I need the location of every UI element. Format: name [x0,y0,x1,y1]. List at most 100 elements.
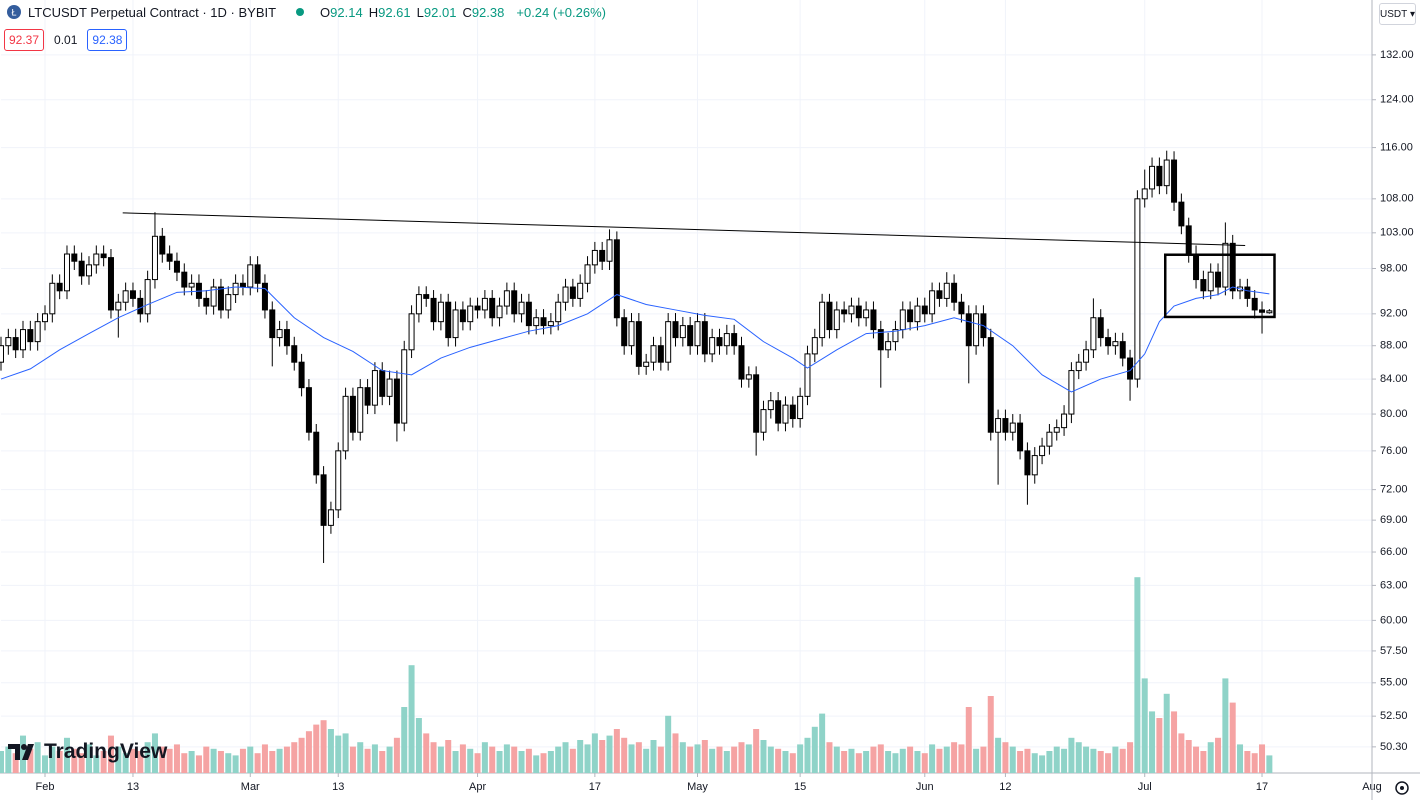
volume-bar [562,742,569,773]
candle-body [562,286,569,303]
x-tick-label: Jul [1138,781,1152,793]
y-tick-label: 132.00 [1380,49,1414,61]
volume-bar [797,744,804,773]
candle-body [1251,297,1258,311]
symbol-icon: Ł [7,5,21,19]
volume-bar [276,748,283,773]
ohlc-label: L [416,4,424,20]
candle-body [437,301,444,323]
y-tick-label: 84.00 [1380,373,1408,385]
volume-bar [643,748,650,773]
candle-body [379,370,386,397]
volume-bar [701,740,708,773]
y-tick-label: 108.00 [1380,193,1414,205]
volume-bar [1031,753,1038,773]
volume-bar [1259,744,1266,773]
volume-bar [313,724,320,773]
candle-body [217,286,224,311]
ohlc-label: H [368,4,379,20]
volume-bar [188,751,195,773]
candle-body [958,301,965,315]
volume-bar [115,746,122,773]
volume-bar [34,742,41,773]
volume-bar [474,753,481,773]
candle-body [533,317,540,327]
candle-body [386,378,393,397]
candle-body [1046,431,1053,447]
volume-bar [181,753,188,773]
volume-bar [1061,748,1068,773]
volume-bar [841,751,848,773]
y-tick-label: 76.00 [1380,445,1408,457]
candle-body [496,305,503,319]
candle-body [393,378,400,424]
candle-body [137,297,144,315]
candle-body [445,301,452,339]
volume-bar [745,744,752,773]
volume-bar [27,748,34,773]
brand-icon [8,744,34,760]
volume-bar [665,715,672,773]
candle-body [115,301,122,311]
candle-body [41,313,48,323]
candle-body [1259,309,1266,313]
ohlc-value: 92.14 [330,4,363,20]
volume-bar [371,744,378,773]
ask-price[interactable]: 92.38 [87,29,128,51]
candle-body [0,345,4,363]
candle-body [731,333,738,347]
candle-body [577,282,584,299]
candle-body [782,404,789,424]
volume-bar [767,746,774,773]
volume-bar [1141,678,1148,773]
candle-body [27,329,34,343]
volume-bar [635,742,642,773]
bid-price[interactable]: 92.37 [4,29,45,51]
volume-bar [151,733,158,773]
candle-body [613,239,620,319]
candle-body [1200,279,1207,292]
price-boxes: 92.37 0.01 92.38 [4,29,128,51]
x-tick-label: 12 [999,781,1011,793]
candle-body [481,297,488,311]
volume-bar [1039,755,1046,773]
volume-bar [291,742,298,773]
volume-bar [430,742,437,773]
volume-bar [1251,753,1258,773]
volume-bar [437,746,444,773]
candle-body [401,349,408,424]
volume-bar [892,753,899,773]
volume-bar [855,753,862,773]
volume-bar [599,740,606,773]
symbol-title[interactable]: LTCUSDT Perpetual Contract · 1D · BYBIT [28,4,277,20]
legend-header: Ł LTCUSDT Perpetual Contract · 1D · BYBI… [6,4,612,20]
x-tick-label: 15 [794,781,806,793]
candle-body [855,305,862,319]
volume-bar [496,751,503,773]
volume-bar [320,720,327,773]
candle-body [85,264,92,277]
volume-bar [261,744,268,773]
volume-bar [1244,751,1251,773]
volume-bar [93,755,100,773]
candle-body [687,325,694,347]
volume-bar [826,742,833,773]
x-tick-label: Apr [469,781,486,793]
candle-body [1017,422,1024,452]
candle-body [833,309,840,331]
candle-body [811,337,818,355]
candle-body [166,253,173,262]
candle-body [78,260,85,277]
volume-bar [349,746,356,773]
candle-body [709,337,716,355]
candle-body [672,321,679,339]
candle-body [5,337,12,347]
volume-bar [525,748,532,773]
y-tick-label: 92.00 [1380,308,1408,320]
currency-select[interactable]: USDT ▾ [1379,3,1416,25]
volume-bar [540,753,547,773]
volume-bar [122,753,129,773]
volume-bar [973,748,980,773]
settings-icon[interactable] [1392,778,1412,798]
